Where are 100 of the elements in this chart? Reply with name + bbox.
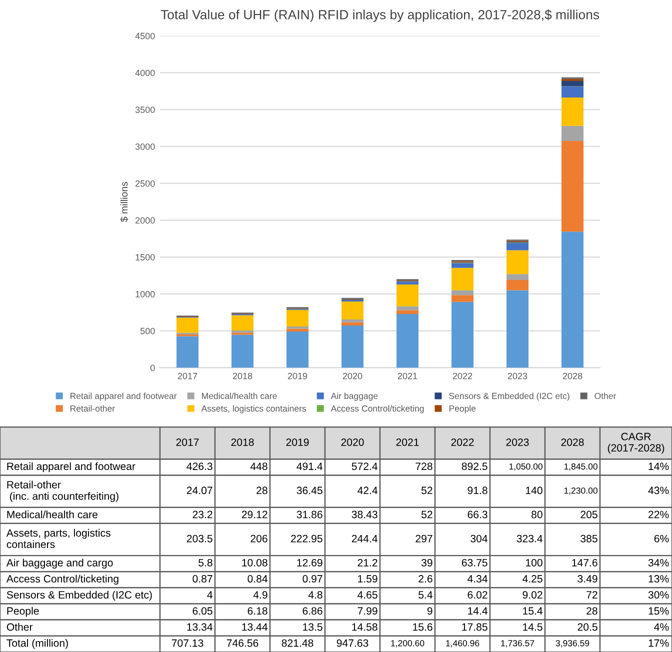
legend-label: People: [449, 405, 476, 414]
data-label: 3.49: [578, 575, 598, 583]
data-label: 24.07: [186, 486, 212, 494]
data-label: 4.8: [308, 591, 322, 599]
text: Retail apparel and footwear: [7, 462, 136, 472]
data-label: 20.5: [578, 623, 598, 631]
data-label: 1,845.00: [564, 463, 598, 471]
data-label: 426.3: [186, 462, 212, 470]
chart-title: Total Value of UHF (RAIN) RFID inlays by application, 2017-2028,$ millions: [160, 9, 600, 22]
data-label: 39: [421, 558, 432, 566]
text: 14%: [648, 462, 669, 470]
data-label: 13.34: [187, 623, 212, 631]
text: 13%: [648, 575, 669, 583]
data-label: 38.43: [352, 510, 378, 518]
text: 3,936.59: [556, 640, 590, 648]
category-label: 2017: [176, 438, 199, 446]
legend-label: Other: [594, 392, 616, 400]
y-tick-label: 4000: [135, 70, 155, 76]
y-tick-label: 3500: [135, 106, 155, 113]
data-label: 28: [256, 486, 268, 494]
data-label: 728: [416, 462, 432, 470]
data-label: 28: [586, 607, 598, 615]
legend-label: Sensors & Embedded (I2C etc): [449, 392, 570, 401]
data-label: 14.4: [468, 607, 488, 615]
data-label: 14.58: [352, 623, 378, 631]
category-label: 2023: [506, 438, 529, 446]
data-label: 1,230.00: [564, 487, 598, 495]
y-tick-label: 2500: [136, 180, 155, 187]
data-label: 2.6: [418, 575, 432, 583]
data-label: 297: [416, 534, 432, 542]
x-tick-label: 2028: [562, 372, 582, 380]
data-label: 66.3: [468, 510, 488, 518]
data-label: 6.05: [192, 607, 212, 615]
y-tick-label: 4500: [135, 32, 155, 40]
text: Sensors & Embedded (I2C etc): [6, 590, 152, 601]
legend-label: Air baggage: [330, 392, 378, 401]
data-label: 9: [427, 607, 432, 615]
legend-label: Retail-other: [70, 405, 115, 412]
x-tick-label: 2023: [508, 372, 528, 380]
data-label: 13.5: [303, 623, 322, 631]
text: 947.63: [336, 639, 368, 647]
data-label: 206: [250, 534, 268, 542]
data-label: 203.5: [186, 534, 212, 542]
legend-label: Access Control/ticketing: [330, 405, 424, 414]
data-label: 23.2: [192, 510, 212, 518]
data-label: 1.59: [358, 575, 378, 583]
data-label: 304: [470, 534, 488, 542]
text: 22%: [648, 510, 669, 518]
text: 746.56: [226, 639, 258, 647]
text: Medical/health care: [7, 510, 98, 518]
data-label: 0.97: [302, 575, 322, 583]
x-tick-label: 2020: [342, 372, 362, 380]
category-label: 2018: [231, 438, 254, 446]
data-label: 892.5: [462, 462, 488, 470]
text: 43%: [648, 486, 669, 494]
y-tick-label: 3000: [135, 143, 155, 150]
data-label: 52: [421, 486, 432, 494]
data-label: 572.4: [352, 462, 378, 470]
data-label: 4: [207, 591, 212, 598]
data-label: 323.4: [516, 534, 542, 542]
y-tick-label: 2000: [136, 217, 155, 224]
data-label: 7.99: [358, 607, 378, 615]
data-label: 0.87: [192, 575, 212, 583]
text: Total (million): [6, 639, 68, 649]
data-label: 31.86: [296, 510, 322, 518]
data-label: 4.9: [253, 591, 268, 599]
text: Other: [6, 622, 33, 631]
text: Assets, parts, logistics containers: [6, 528, 110, 548]
text: 17%: [648, 639, 669, 647]
category-label: 2022: [451, 438, 474, 446]
x-tick-label: 2021: [398, 372, 418, 380]
x-tick-label: 2018: [232, 372, 252, 380]
category-label: 2019: [286, 438, 309, 446]
data-label: 13.44: [242, 623, 268, 631]
data-label: 14.5: [523, 623, 542, 631]
text: 1,736.57: [501, 640, 534, 648]
data-label: 15.6: [413, 623, 432, 631]
text: 30%: [648, 591, 669, 599]
data-label: 222.95: [291, 534, 322, 542]
text: Air baggage and cargo: [6, 558, 113, 569]
data-label: 147.6: [572, 558, 598, 566]
text: 821.48: [282, 639, 314, 647]
data-label: 72: [586, 591, 598, 598]
text: 34%: [648, 558, 669, 566]
data-label: 36.45: [296, 486, 322, 494]
y-tick-label: 1500: [136, 254, 155, 260]
data-label: 1,050.00: [509, 463, 542, 471]
text: 707.13: [172, 639, 204, 647]
data-label: 140: [526, 486, 542, 494]
data-label: 5.4: [418, 591, 432, 599]
x-tick-label: 2017: [178, 372, 198, 380]
category-label: 2028: [561, 438, 584, 446]
text: 1,460.96: [446, 640, 480, 648]
text: 6%: [654, 534, 669, 542]
data-label: 491.4: [296, 462, 322, 470]
data-label: 0.84: [248, 575, 268, 583]
data-label: 4.65: [358, 591, 378, 599]
data-label: 29.12: [242, 510, 268, 518]
data-label: 385: [580, 534, 598, 542]
data-label: 21.2: [358, 558, 378, 566]
